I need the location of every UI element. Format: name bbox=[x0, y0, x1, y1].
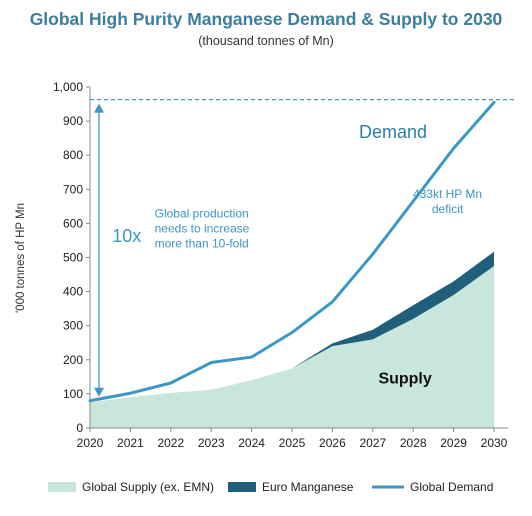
growth-text-line: more than 10-fold bbox=[155, 236, 249, 250]
legend-swatch bbox=[228, 482, 256, 492]
chart-subtitle: (thousand tonnes of Mn) bbox=[198, 34, 334, 48]
x-tick-label: 2022 bbox=[157, 436, 184, 450]
y-tick-label: 100 bbox=[63, 387, 83, 401]
demand-label: Demand bbox=[359, 122, 427, 142]
x-tick-label: 2023 bbox=[198, 436, 225, 450]
x-tick-layer: 2020 2021 2022 2023 2024 2025 2026 2027 2028 2029… bbox=[77, 428, 508, 450]
x-tick-label: 2029 bbox=[440, 436, 467, 450]
chart-title: Global High Purity Manganese Demand & Su… bbox=[29, 9, 503, 29]
growth-text-line: needs to increase bbox=[155, 221, 250, 235]
y-tick-label: 0 bbox=[76, 421, 83, 435]
x-tick-label: 2028 bbox=[400, 436, 427, 450]
area-layer bbox=[90, 251, 494, 428]
arrow-head-up bbox=[94, 103, 104, 113]
y-tick-label: 300 bbox=[63, 319, 83, 333]
deficit-text-line: 433kt HP Mn bbox=[413, 187, 482, 201]
y-tick-label: 1,000 bbox=[53, 80, 83, 94]
x-tick-label: 2024 bbox=[238, 436, 265, 450]
x-tick-label: 2020 bbox=[77, 436, 104, 450]
y-axis-label: '000 tonnes of HP Mn bbox=[15, 203, 27, 313]
deficit-text-line: deficit bbox=[432, 202, 464, 216]
x-tick-label: 2026 bbox=[319, 436, 346, 450]
y-tick-label: 900 bbox=[63, 114, 83, 128]
growth-multiple-label: 10x bbox=[112, 226, 141, 246]
x-tick-label: 2025 bbox=[279, 436, 306, 450]
y-tick-label: 800 bbox=[63, 148, 83, 162]
y-tick-label: 400 bbox=[63, 285, 83, 299]
legend-label: Euro Manganese bbox=[262, 480, 354, 494]
y-tick-label: 500 bbox=[63, 251, 83, 265]
arrow-head-down bbox=[94, 387, 104, 397]
legend-label: Global Demand bbox=[410, 480, 493, 494]
legend-label: Global Supply (ex. EMN) bbox=[82, 480, 214, 494]
y-tick-layer: 0 100 200 300 400 500 600 700 800 900 1,000 bbox=[53, 80, 90, 435]
y-tick-label: 200 bbox=[63, 353, 83, 367]
legend-swatch bbox=[48, 482, 76, 492]
supply-label: Supply bbox=[378, 371, 431, 388]
demand-line-layer bbox=[88, 100, 496, 403]
x-tick-label: 2030 bbox=[481, 436, 508, 450]
y-tick-label: 700 bbox=[63, 182, 83, 196]
global-demand-line bbox=[88, 100, 496, 403]
x-tick-label: 2021 bbox=[117, 436, 144, 450]
supply-area bbox=[90, 266, 494, 428]
x-tick-label: 2027 bbox=[359, 436, 386, 450]
y-tick-label: 600 bbox=[63, 216, 83, 230]
legend: Global Supply (ex. EMN) Euro Manganese Glo… bbox=[48, 480, 493, 494]
growth-arrow bbox=[94, 103, 104, 397]
growth-text-line: Global production bbox=[155, 206, 249, 220]
